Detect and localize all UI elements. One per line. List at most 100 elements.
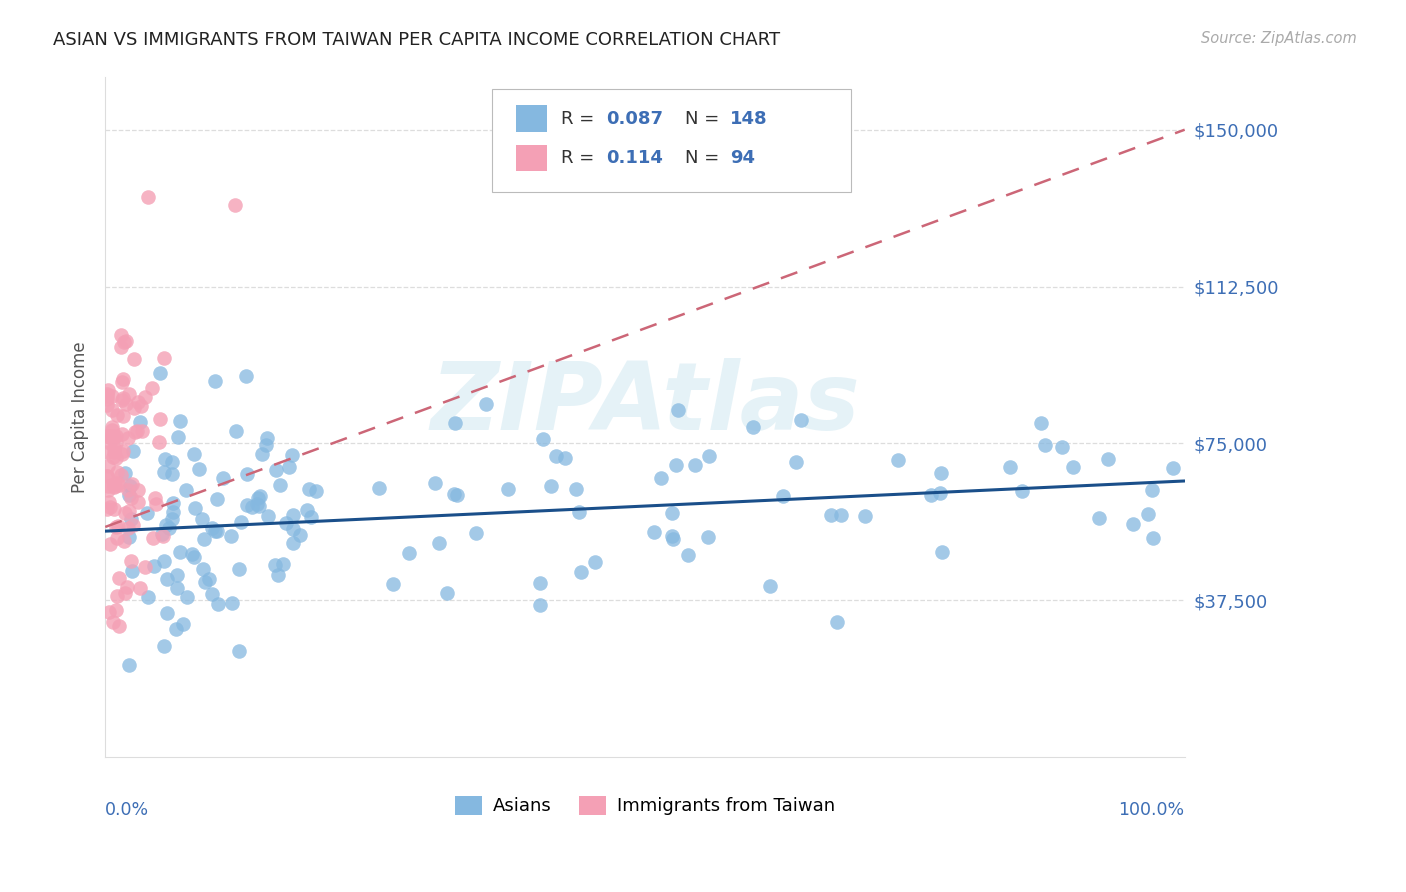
Point — [254, 438, 277, 452]
Point — [160, 467, 183, 482]
Point — [305, 484, 328, 499]
Point — [785, 455, 807, 469]
Point — [228, 561, 250, 575]
Point — [274, 516, 297, 531]
Point — [100, 432, 122, 446]
Point — [661, 528, 683, 542]
Point — [127, 424, 149, 438]
Point — [101, 420, 124, 434]
Point — [446, 488, 468, 502]
Point — [101, 615, 124, 629]
Point — [118, 657, 141, 672]
Point — [118, 487, 141, 501]
Point — [569, 566, 592, 580]
Point — [120, 491, 142, 505]
Point — [297, 482, 319, 496]
Text: N =: N = — [685, 110, 718, 128]
Point — [118, 504, 141, 518]
Point — [111, 376, 134, 390]
Point — [529, 576, 551, 591]
Point — [228, 644, 250, 658]
Point — [155, 518, 177, 533]
Point — [134, 559, 156, 574]
Point — [104, 519, 127, 533]
Point — [117, 580, 139, 594]
Point — [103, 430, 125, 444]
Text: Source: ZipAtlas.com: Source: ZipAtlas.com — [1201, 31, 1357, 46]
Text: 0.0%: 0.0% — [105, 801, 149, 819]
Point — [104, 603, 127, 617]
Point — [257, 508, 280, 523]
Point — [103, 444, 125, 458]
Point — [129, 415, 152, 429]
Point — [101, 450, 124, 464]
Point — [156, 606, 179, 620]
Point — [153, 639, 176, 653]
Point — [236, 467, 259, 482]
Point — [98, 500, 121, 515]
Point — [110, 340, 132, 354]
Point — [221, 596, 243, 610]
Point — [281, 508, 304, 522]
Point — [1137, 507, 1160, 521]
Point — [152, 529, 174, 543]
Point — [138, 189, 160, 203]
Point — [443, 487, 465, 501]
Point — [166, 568, 188, 582]
Point — [201, 521, 224, 535]
Point — [1097, 451, 1119, 466]
Point — [122, 351, 145, 366]
Point — [110, 467, 132, 482]
Point — [169, 545, 191, 559]
Point — [1011, 483, 1033, 498]
Point — [546, 450, 568, 464]
Point — [697, 449, 720, 463]
Point — [105, 435, 128, 450]
Point — [127, 395, 149, 409]
Y-axis label: Per Capita Income: Per Capita Income — [72, 342, 89, 493]
Point — [96, 469, 118, 483]
Point — [124, 425, 146, 439]
Point — [131, 424, 153, 438]
Point — [120, 512, 142, 526]
Point — [98, 436, 121, 450]
Point — [198, 572, 221, 586]
Point — [204, 375, 226, 389]
Point — [152, 465, 174, 479]
Point — [444, 416, 467, 430]
Point — [529, 599, 551, 613]
Point — [231, 516, 253, 530]
Text: N =: N = — [685, 149, 718, 167]
Point — [194, 574, 217, 589]
Point — [107, 619, 129, 633]
Point — [554, 450, 576, 465]
Point — [114, 585, 136, 599]
Point — [683, 458, 706, 472]
Point — [148, 435, 170, 450]
Point — [134, 390, 156, 404]
Point — [183, 550, 205, 565]
Point — [188, 462, 211, 476]
Point — [236, 498, 259, 512]
Point — [281, 448, 304, 462]
Point — [1161, 460, 1184, 475]
Point — [269, 478, 291, 492]
Point — [931, 545, 953, 559]
Point — [193, 533, 215, 547]
Point — [129, 399, 152, 413]
Point — [201, 587, 224, 601]
Point — [183, 501, 205, 516]
Point — [145, 497, 167, 511]
Point — [183, 447, 205, 461]
Point — [97, 383, 120, 397]
Point — [103, 476, 125, 491]
Point — [423, 475, 446, 490]
Point — [152, 351, 174, 365]
Point — [112, 534, 135, 549]
Point — [169, 414, 191, 428]
Point — [122, 518, 145, 533]
Point — [127, 483, 149, 497]
Point — [103, 502, 125, 516]
Point — [115, 334, 138, 348]
Point — [205, 524, 228, 539]
